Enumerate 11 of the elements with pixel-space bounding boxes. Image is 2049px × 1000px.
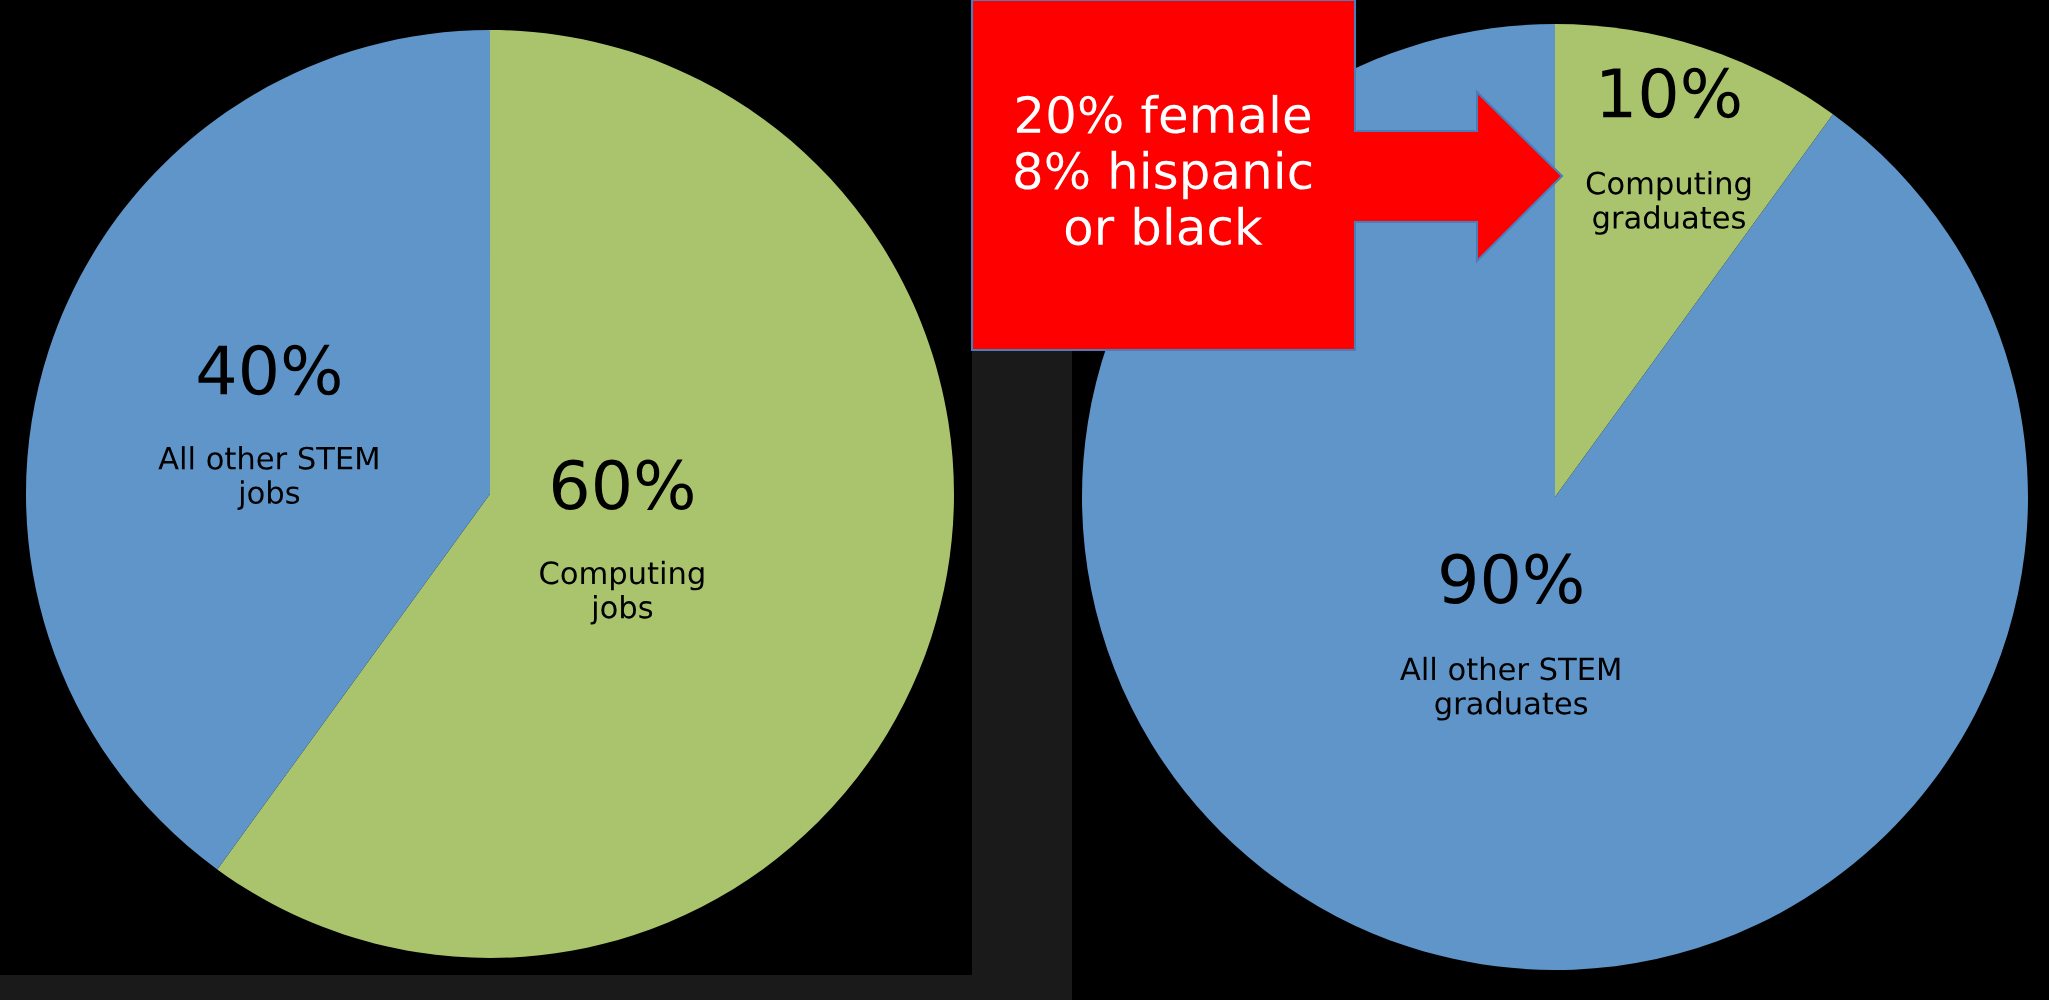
data-label: 40% — [198, 344, 340, 396]
text: 20% female 8% hispanic or black — [1015, 94, 1312, 246]
slice-label: Computing graduates — [1586, 170, 1751, 235]
data-label: 10% — [1602, 67, 1740, 119]
slice-label: All other STEM graduates — [1400, 656, 1620, 721]
data-label: 60% — [552, 459, 693, 510]
slice-label: Computing jobs — [540, 560, 704, 625]
pie-slice — [26, 30, 490, 870]
pie-slice — [1555, 24, 1834, 497]
data-label: 90% — [1441, 553, 1582, 604]
slice-label: All other STEM jobs — [158, 446, 378, 510]
